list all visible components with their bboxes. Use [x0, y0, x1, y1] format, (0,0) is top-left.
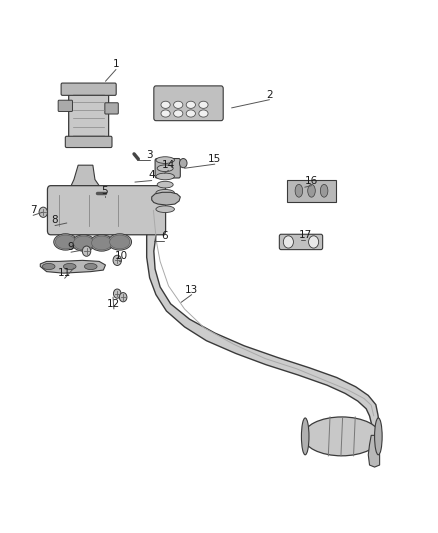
FancyBboxPatch shape [279, 235, 323, 249]
Circle shape [113, 255, 121, 265]
Text: 5: 5 [101, 186, 108, 196]
Text: 11: 11 [58, 268, 71, 278]
Ellipse shape [374, 418, 382, 455]
FancyBboxPatch shape [105, 103, 118, 114]
Ellipse shape [186, 110, 195, 117]
FancyBboxPatch shape [61, 83, 116, 95]
Ellipse shape [303, 417, 381, 456]
Ellipse shape [72, 235, 95, 251]
Polygon shape [40, 260, 106, 273]
Text: 2: 2 [266, 90, 273, 100]
Ellipse shape [56, 235, 76, 249]
Circle shape [82, 246, 91, 256]
Text: 15: 15 [208, 154, 222, 164]
Ellipse shape [173, 101, 183, 108]
Ellipse shape [295, 184, 303, 197]
Ellipse shape [157, 198, 173, 204]
Polygon shape [147, 205, 380, 435]
Ellipse shape [186, 101, 195, 108]
FancyBboxPatch shape [155, 158, 180, 178]
Ellipse shape [64, 263, 76, 270]
Ellipse shape [156, 173, 174, 180]
Text: 12: 12 [107, 299, 120, 309]
Ellipse shape [161, 110, 170, 117]
Ellipse shape [161, 101, 170, 108]
Ellipse shape [42, 263, 55, 270]
Ellipse shape [199, 101, 208, 108]
Ellipse shape [157, 165, 173, 172]
Circle shape [283, 236, 293, 248]
Text: 10: 10 [115, 251, 128, 261]
Text: 8: 8 [52, 215, 58, 225]
Circle shape [308, 236, 319, 248]
Circle shape [113, 289, 121, 298]
Text: 1: 1 [113, 59, 119, 69]
Text: 7: 7 [30, 205, 36, 215]
Ellipse shape [156, 190, 174, 196]
Circle shape [180, 158, 187, 168]
Ellipse shape [85, 263, 97, 270]
Text: 17: 17 [299, 230, 312, 240]
Ellipse shape [92, 236, 112, 250]
Ellipse shape [320, 184, 328, 197]
Text: 4: 4 [148, 171, 155, 181]
FancyBboxPatch shape [47, 185, 166, 235]
Text: 13: 13 [185, 285, 198, 295]
FancyBboxPatch shape [154, 86, 223, 120]
Ellipse shape [54, 234, 77, 250]
Ellipse shape [74, 236, 94, 250]
Ellipse shape [110, 235, 130, 249]
FancyBboxPatch shape [69, 88, 109, 142]
Circle shape [119, 293, 127, 302]
FancyBboxPatch shape [58, 100, 72, 111]
Text: 14: 14 [162, 160, 175, 170]
Ellipse shape [156, 157, 174, 164]
Text: 16: 16 [305, 175, 318, 185]
Ellipse shape [90, 235, 113, 251]
Circle shape [39, 207, 47, 217]
Ellipse shape [308, 184, 315, 197]
Ellipse shape [156, 206, 174, 213]
Polygon shape [368, 435, 380, 467]
Ellipse shape [157, 181, 173, 188]
Polygon shape [67, 165, 103, 201]
Text: 3: 3 [146, 150, 153, 160]
Polygon shape [287, 180, 336, 201]
Ellipse shape [173, 110, 183, 117]
Polygon shape [152, 192, 180, 205]
Text: 6: 6 [161, 231, 168, 241]
Ellipse shape [108, 234, 131, 250]
Text: 9: 9 [68, 242, 74, 252]
Ellipse shape [301, 418, 309, 455]
FancyBboxPatch shape [65, 136, 112, 148]
Ellipse shape [199, 110, 208, 117]
